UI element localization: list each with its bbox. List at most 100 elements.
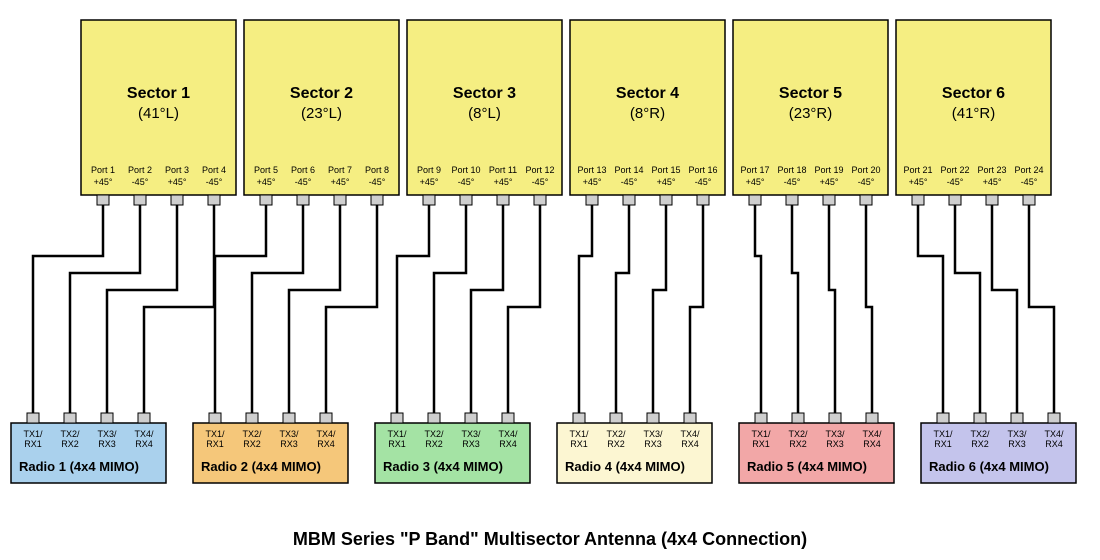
radio-2-title: Radio 2 (4x4 MIMO) bbox=[201, 459, 321, 474]
sector-4-sub: (8°R) bbox=[630, 105, 665, 122]
wire-5 bbox=[215, 205, 266, 413]
wire-16 bbox=[690, 205, 703, 413]
sector-6-port-4-angle: -45° bbox=[1021, 177, 1038, 187]
radio-1-title: Radio 1 (4x4 MIMO) bbox=[19, 459, 139, 474]
sector-1-port-4-angle: -45° bbox=[206, 177, 223, 187]
wire-9 bbox=[397, 205, 429, 413]
radio-3-connector-2 bbox=[428, 413, 440, 423]
sector-2-connector-3 bbox=[334, 195, 346, 205]
sector-4-port-3-label: Port 15 bbox=[651, 165, 680, 175]
sector-3-port-2-label: Port 10 bbox=[451, 165, 480, 175]
sector-1-port-1-label: Port 1 bbox=[91, 165, 115, 175]
diagram-caption: MBM Series "P Band" Multisector Antenna … bbox=[293, 529, 807, 549]
radio-4-port-4-label: TX4/RX4 bbox=[680, 429, 700, 449]
radio-2-connector-4 bbox=[320, 413, 332, 423]
sector-5-connector-2 bbox=[786, 195, 798, 205]
radio-5-connector-2 bbox=[792, 413, 804, 423]
wire-14 bbox=[616, 205, 629, 413]
radio-3-connector-4 bbox=[502, 413, 514, 423]
sector-5-port-1-angle: +45° bbox=[746, 177, 765, 187]
sector-6-port-3-label: Port 23 bbox=[977, 165, 1006, 175]
radio-5-connector-3 bbox=[829, 413, 841, 423]
sector-4-port-4-label: Port 16 bbox=[688, 165, 717, 175]
sector-6-port-2-label: Port 22 bbox=[940, 165, 969, 175]
sector-5-port-3-label: Port 19 bbox=[814, 165, 843, 175]
sector-1-port-4-label: Port 4 bbox=[202, 165, 226, 175]
sector-2-port-3-label: Port 7 bbox=[328, 165, 352, 175]
radio-3-port-3-label: TX3/RX3 bbox=[461, 429, 481, 449]
sector-4-connector-1 bbox=[586, 195, 598, 205]
sector-4-connector-3 bbox=[660, 195, 672, 205]
radio-3-title: Radio 3 (4x4 MIMO) bbox=[383, 459, 503, 474]
sector-6-connector-1 bbox=[912, 195, 924, 205]
sector-6-port-1-angle: +45° bbox=[909, 177, 928, 187]
sector-6-port-1-label: Port 21 bbox=[903, 165, 932, 175]
sector-2-connector-1 bbox=[260, 195, 272, 205]
radio-3-connector-3 bbox=[465, 413, 477, 423]
radio-2-connector-2 bbox=[246, 413, 258, 423]
radio-2-port-4-label: TX4/RX4 bbox=[316, 429, 336, 449]
wire-8 bbox=[326, 205, 377, 413]
sector-1-port-1-angle: +45° bbox=[94, 177, 113, 187]
radio-5-title: Radio 5 (4x4 MIMO) bbox=[747, 459, 867, 474]
sector-2-port-4-angle: -45° bbox=[369, 177, 386, 187]
radio-1-connector-4 bbox=[138, 413, 150, 423]
sector-2-connector-2 bbox=[297, 195, 309, 205]
sector-3-port-2-angle: -45° bbox=[458, 177, 475, 187]
radio-6-port-3-label: TX3/RX3 bbox=[1007, 429, 1027, 449]
sector-3-port-3-label: Port 11 bbox=[489, 165, 517, 175]
radio-6-connector-1 bbox=[937, 413, 949, 423]
sector-6-port-4-label: Port 24 bbox=[1014, 165, 1043, 175]
wire-3 bbox=[107, 205, 177, 413]
radio-1-port-3-label: TX3/RX3 bbox=[97, 429, 117, 449]
radio-6-title: Radio 6 (4x4 MIMO) bbox=[929, 459, 1049, 474]
sector-3-connector-1 bbox=[423, 195, 435, 205]
sector-4-port-2-label: Port 14 bbox=[614, 165, 643, 175]
radio-3-connector-1 bbox=[391, 413, 403, 423]
wire-15 bbox=[653, 205, 666, 413]
wire-17 bbox=[755, 205, 761, 413]
sector-5-connector-3 bbox=[823, 195, 835, 205]
wire-1 bbox=[33, 205, 103, 413]
radio-4-port-3-label: TX3/RX3 bbox=[643, 429, 663, 449]
sector-2-port-1-label: Port 5 bbox=[254, 165, 278, 175]
radio-2-port-1-label: TX1/RX1 bbox=[205, 429, 225, 449]
wire-13 bbox=[579, 205, 592, 413]
sector-1-connector-4 bbox=[208, 195, 220, 205]
sector-4-connector-2 bbox=[623, 195, 635, 205]
radio-6-port-2-label: TX2/RX2 bbox=[970, 429, 990, 449]
radio-5-port-1-label: TX1/RX1 bbox=[751, 429, 771, 449]
sector-3-port-3-angle: +45° bbox=[494, 177, 513, 187]
sector-2-sub: (23°L) bbox=[301, 105, 342, 122]
radio-5-connector-4 bbox=[866, 413, 878, 423]
radio-6-connector-3 bbox=[1011, 413, 1023, 423]
radio-1-connector-3 bbox=[101, 413, 113, 423]
sector-2-title: Sector 2 bbox=[290, 85, 353, 102]
radio-1-connector-1 bbox=[27, 413, 39, 423]
radio-1-port-2-label: TX2/RX2 bbox=[60, 429, 80, 449]
sector-5-port-4-label: Port 20 bbox=[851, 165, 880, 175]
radio-6-connector-4 bbox=[1048, 413, 1060, 423]
radio-4-title: Radio 4 (4x4 MIMO) bbox=[565, 459, 685, 474]
sector-5-connector-4 bbox=[860, 195, 872, 205]
wire-12 bbox=[508, 205, 540, 413]
wire-18 bbox=[792, 205, 798, 413]
sector-3-sub: (8°L) bbox=[468, 105, 501, 122]
sector-1-title: Sector 1 bbox=[127, 85, 190, 102]
radio-6-port-1-label: TX1/RX1 bbox=[933, 429, 953, 449]
wire-6 bbox=[252, 205, 303, 413]
wire-19 bbox=[829, 205, 835, 413]
sector-1-port-3-label: Port 3 bbox=[165, 165, 189, 175]
radio-2-connector-1 bbox=[209, 413, 221, 423]
sector-4-port-1-angle: +45° bbox=[583, 177, 602, 187]
radio-1-port-4-label: TX4/RX4 bbox=[134, 429, 154, 449]
wire-20 bbox=[866, 205, 872, 413]
sector-4-port-4-angle: -45° bbox=[695, 177, 712, 187]
sector-3-connector-2 bbox=[460, 195, 472, 205]
radio-4-connector-1 bbox=[573, 413, 585, 423]
sector-5-port-2-label: Port 18 bbox=[777, 165, 806, 175]
sector-2-port-4-label: Port 8 bbox=[365, 165, 389, 175]
sector-6-connector-3 bbox=[986, 195, 998, 205]
sector-2-port-1-angle: +45° bbox=[257, 177, 276, 187]
sector-5-port-4-angle: -45° bbox=[858, 177, 875, 187]
